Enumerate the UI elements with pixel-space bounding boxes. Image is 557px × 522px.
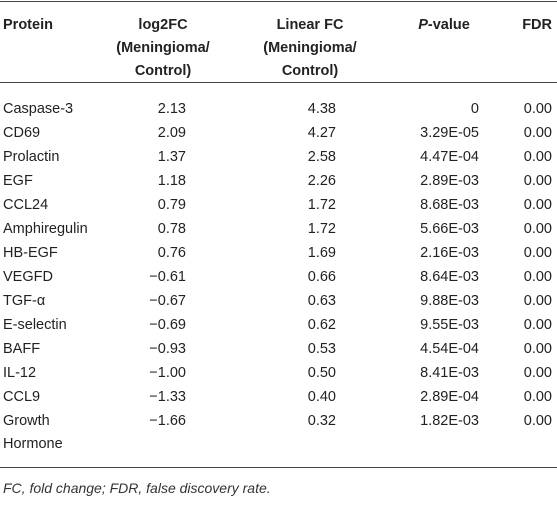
cell-protein: BAFF — [3, 341, 41, 357]
cell-linear-fc: 0.53 — [307, 341, 336, 357]
cell-protein: IL-12 — [3, 365, 37, 381]
cell-log2fc: 0.78 — [157, 221, 186, 237]
cell-linear-fc: 1.72 — [307, 197, 336, 213]
cell-protein: Amphiregulin — [3, 221, 88, 237]
cell-log2fc: −0.93 — [149, 341, 186, 357]
cell-protein: E-selectin — [3, 317, 67, 333]
cell-log2fc: −0.67 — [149, 293, 186, 309]
cell-fdr: 0.00 — [523, 389, 552, 405]
cell-p-value: 4.47E-04 — [420, 149, 479, 165]
cell-linear-fc: 0.50 — [307, 365, 336, 381]
cell-linear-fc: 4.38 — [307, 101, 336, 117]
cell-fdr: 0.00 — [523, 269, 552, 285]
cell-p-value: 4.54E-04 — [420, 341, 479, 357]
cell-log2fc: 1.37 — [157, 149, 186, 165]
header-linear-line2: (Meningioma/ — [263, 40, 357, 56]
cell-protein: CCL24 — [3, 197, 49, 213]
cell-log2fc: −0.69 — [149, 317, 186, 333]
cell-protein-line1: Growth — [3, 413, 50, 429]
cell-protein: HB-EGF — [3, 245, 58, 261]
cell-protein: Caspase-3 — [3, 101, 74, 117]
header-linear-line1: Linear FC — [276, 17, 344, 33]
cell-protein: Growth Hormone — [3, 410, 63, 456]
cell-linear-fc: 0.66 — [307, 269, 336, 285]
cell-linear-fc: 2.26 — [307, 173, 336, 189]
cell-log2fc: 2.09 — [157, 125, 186, 141]
header-p-italic: P — [418, 17, 428, 33]
cell-protein: Prolactin — [3, 149, 60, 165]
cell-linear-fc: 0.40 — [307, 389, 336, 405]
cell-fdr: 0.00 — [523, 293, 552, 309]
cell-linear-fc: 0.63 — [307, 293, 336, 309]
cell-linear-fc: 0.32 — [307, 413, 336, 429]
cell-fdr: 0.00 — [523, 197, 552, 213]
header-fdr: FDR — [522, 17, 552, 33]
cell-log2fc: 2.13 — [157, 101, 186, 117]
cell-p-value: 8.41E-03 — [420, 365, 479, 381]
cell-protein: VEGFD — [3, 269, 53, 285]
cell-log2fc: −1.00 — [149, 365, 186, 381]
cell-fdr: 0.00 — [523, 149, 552, 165]
cell-log2fc: 0.79 — [157, 197, 186, 213]
cell-p-value: 2.89E-03 — [420, 173, 479, 189]
header-log2fc-line2: (Meningioma/ — [116, 40, 210, 56]
cell-fdr: 0.00 — [523, 413, 552, 429]
cell-fdr: 0.00 — [523, 365, 552, 381]
cell-p-value: 8.64E-03 — [420, 269, 479, 285]
cell-p-value: 5.66E-03 — [420, 221, 479, 237]
header-log2fc: log2FC (Meningioma/ Control) — [110, 14, 216, 83]
cell-fdr: 0.00 — [523, 317, 552, 333]
cell-protein: CCL9 — [3, 389, 41, 405]
cell-log2fc: 1.18 — [157, 173, 186, 189]
cell-p-value: 2.89E-04 — [420, 389, 479, 405]
header-linear-line3: Control) — [281, 63, 339, 79]
cell-p-value: 0 — [470, 101, 479, 117]
cell-p-value: 2.16E-03 — [420, 245, 479, 261]
cell-p-value: 1.82E-03 — [420, 413, 479, 429]
cell-linear-fc: 1.69 — [307, 245, 336, 261]
header-linear-fc: Linear FC (Meningioma/ Control) — [252, 14, 368, 83]
header-log2fc-line3: Control) — [134, 63, 192, 79]
cell-fdr: 0.00 — [523, 125, 552, 141]
cell-protein-line2: Hormone — [3, 436, 63, 452]
cell-log2fc: −1.66 — [149, 413, 186, 429]
cell-p-value: 9.55E-03 — [420, 317, 479, 333]
table-bottom-rule — [0, 467, 557, 468]
cell-linear-fc: 0.62 — [307, 317, 336, 333]
cell-p-value: 3.29E-05 — [420, 125, 479, 141]
table-top-rule — [0, 1, 557, 2]
cell-fdr: 0.00 — [523, 245, 552, 261]
cell-protein: CD69 — [3, 125, 41, 141]
header-p-value: P-value — [405, 14, 483, 37]
cell-log2fc: −1.33 — [149, 389, 186, 405]
cell-fdr: 0.00 — [523, 341, 552, 357]
cell-linear-fc: 4.27 — [307, 125, 336, 141]
header-rule — [0, 82, 557, 83]
cell-protein: TGF-α — [3, 293, 46, 309]
table-footnote: FC, fold change; FDR, false discovery ra… — [3, 480, 271, 496]
header-protein: Protein — [3, 17, 53, 33]
header-p-rest: -value — [427, 17, 470, 33]
header-log2fc-line1: log2FC — [138, 17, 188, 33]
cell-linear-fc: 2.58 — [307, 149, 336, 165]
cell-fdr: 0.00 — [523, 221, 552, 237]
cell-linear-fc: 1.72 — [307, 221, 336, 237]
cell-p-value: 8.68E-03 — [420, 197, 479, 213]
cell-log2fc: 0.76 — [157, 245, 186, 261]
cell-p-value: 9.88E-03 — [420, 293, 479, 309]
cell-fdr: 0.00 — [523, 173, 552, 189]
cell-fdr: 0.00 — [523, 101, 552, 117]
cell-protein: EGF — [3, 173, 33, 189]
cell-log2fc: −0.61 — [149, 269, 186, 285]
